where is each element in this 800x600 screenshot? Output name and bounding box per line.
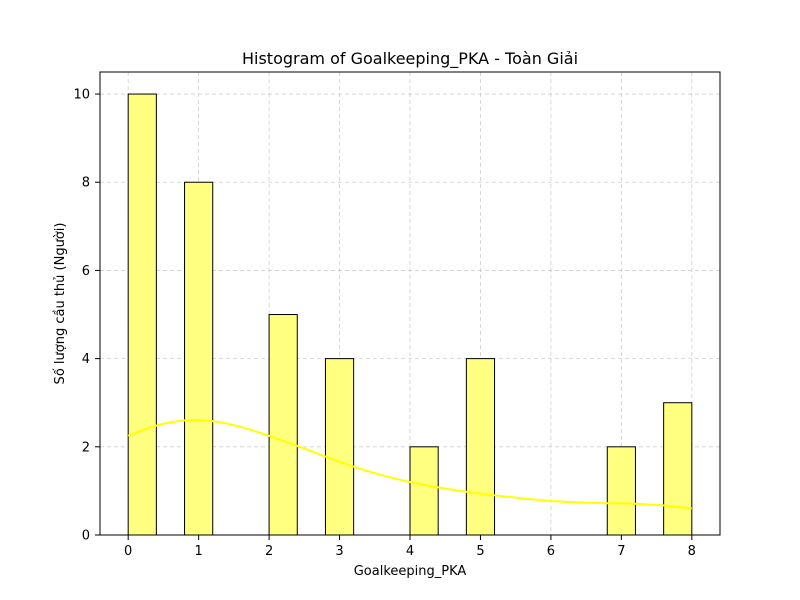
x-tick-label: 0 xyxy=(124,544,132,559)
x-axis-ticks: 0 1 2 3 4 5 6 7 8 xyxy=(124,535,696,559)
histogram-bar xyxy=(324,358,355,536)
histogram-bar xyxy=(606,446,636,536)
y-tick-label: 8 xyxy=(82,176,90,191)
histogram-bar xyxy=(268,314,298,536)
histogram-bar xyxy=(409,446,439,536)
histogram-bar xyxy=(663,402,693,536)
kde-curve xyxy=(127,419,692,510)
x-tick-label: 1 xyxy=(194,544,202,559)
y-tick-label: 4 xyxy=(82,352,90,367)
x-tick-label: 2 xyxy=(265,544,273,559)
x-tick-label: 4 xyxy=(406,544,414,559)
histogram-bar xyxy=(184,181,214,536)
y-tick-label: 6 xyxy=(82,264,90,279)
histogram-bar xyxy=(127,93,157,536)
chart-title: Histogram of Goalkeeping_PKA - Toàn Giải xyxy=(242,49,578,69)
x-axis-label: Goalkeeping_PKA xyxy=(354,564,467,579)
x-tick-label: 8 xyxy=(688,544,696,559)
y-tick-label: 2 xyxy=(82,440,90,455)
y-axis-label: Số lượng cầu thủ (Người) xyxy=(53,223,68,385)
x-tick-label: 6 xyxy=(547,544,555,559)
y-tick-label: 10 xyxy=(73,88,90,103)
histogram-bar xyxy=(465,358,496,536)
x-tick-label: 5 xyxy=(476,544,484,559)
y-axis-ticks: 0 2 4 6 8 10 xyxy=(73,88,100,544)
x-tick-label: 3 xyxy=(335,544,343,559)
x-tick-label: 7 xyxy=(617,544,625,559)
y-tick-label: 0 xyxy=(82,529,90,544)
histogram-bars xyxy=(127,93,693,536)
